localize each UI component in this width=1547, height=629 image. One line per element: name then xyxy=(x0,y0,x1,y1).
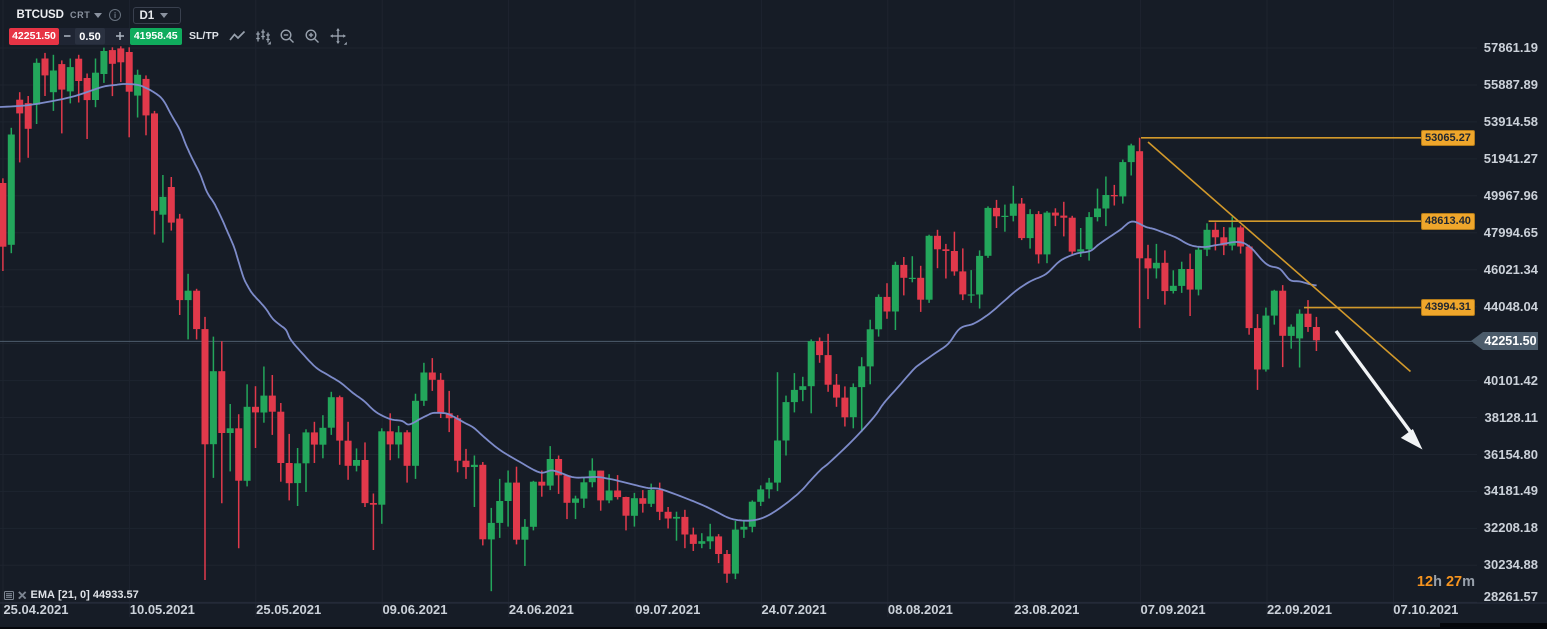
svg-text:0.50: 0.50 xyxy=(79,31,100,43)
